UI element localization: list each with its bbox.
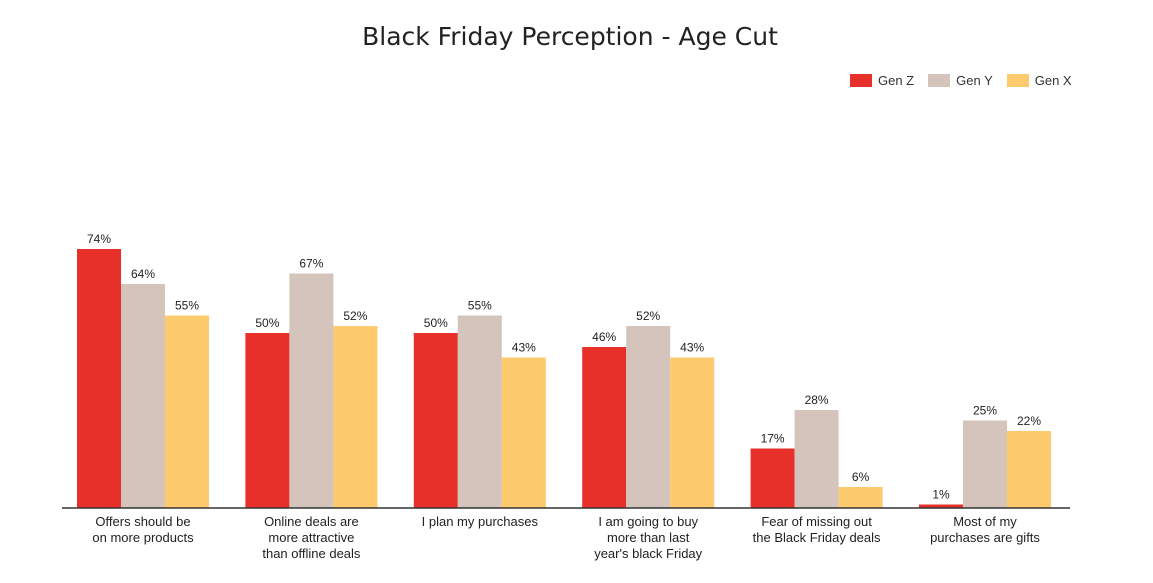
category-label: Most of my <box>953 514 1017 529</box>
bar-gen-x <box>1007 431 1051 508</box>
data-label-gen-y: 67% <box>299 257 323 271</box>
data-label-gen-y: 64% <box>131 267 155 281</box>
category-label: Offers should be <box>95 514 190 529</box>
bar-gen-y <box>289 273 334 508</box>
legend-item-gen-x: Gen X <box>1006 73 1072 88</box>
bar-gen-y <box>794 410 839 508</box>
bar-gen-x <box>670 357 715 508</box>
category-label: than offline deals <box>262 546 361 561</box>
legend-label-gen-y: Gen Y <box>956 73 993 88</box>
legend-item-gen-z: Gen Z <box>850 73 914 88</box>
bar-gen-x <box>501 357 546 508</box>
data-label-gen-x: 52% <box>343 309 367 323</box>
data-label-gen-z: 50% <box>424 316 448 330</box>
data-label-gen-y: 25% <box>973 404 997 418</box>
category-label: on more products <box>92 530 194 545</box>
bar-gen-y <box>457 315 502 508</box>
category-label: Online deals are <box>264 514 359 529</box>
data-label-gen-z: 50% <box>255 316 279 330</box>
data-label-gen-x: 6% <box>852 470 870 484</box>
chart-title: Black Friday Perception - Age Cut <box>362 22 778 51</box>
data-label-gen-x: 55% <box>175 299 199 313</box>
bar-gen-z <box>245 333 290 508</box>
legend-label-gen-z: Gen Z <box>878 73 915 88</box>
legend-item-gen-y: Gen Y <box>928 73 993 88</box>
category-label: more than last <box>607 530 690 545</box>
legend-swatch-gen-z <box>850 74 872 87</box>
category-label: I plan my purchases <box>422 514 539 529</box>
bar-gen-x <box>165 315 209 508</box>
category-label: Fear of missing out <box>761 514 872 529</box>
data-label-gen-z: 46% <box>592 330 616 344</box>
category-label: more attractive <box>268 530 354 545</box>
legend: Gen Z Gen Y Gen X <box>850 73 1072 88</box>
category-label: year's black Friday <box>594 546 702 561</box>
bar-gen-z <box>750 448 795 508</box>
category-label: the Black Friday deals <box>753 530 881 545</box>
bar-gen-x <box>333 326 378 508</box>
data-label-gen-x: 43% <box>512 341 536 355</box>
bar-gen-z <box>919 504 963 508</box>
bar-gen-z <box>77 249 121 508</box>
bar-gen-x <box>838 487 883 508</box>
data-label-gen-y: 55% <box>468 299 492 313</box>
category-label: I am going to buy <box>598 514 698 529</box>
data-label-gen-z: 1% <box>932 488 950 502</box>
data-label-gen-z: 74% <box>87 232 111 246</box>
data-label-gen-x: 22% <box>1017 414 1041 428</box>
legend-label-gen-x: Gen X <box>1034 73 1072 88</box>
bar-gen-z <box>582 347 627 508</box>
bar-gen-y <box>626 326 671 508</box>
data-label-gen-y: 28% <box>805 393 829 407</box>
bar-gen-y <box>963 420 1007 508</box>
data-label-gen-y: 52% <box>636 309 660 323</box>
bar-gen-y <box>121 284 165 508</box>
legend-swatch-gen-y <box>928 74 951 87</box>
data-label-gen-x: 43% <box>680 341 704 355</box>
category-label: purchases are gifts <box>930 530 1040 545</box>
bar-gen-z <box>413 333 458 508</box>
legend-swatch-gen-x <box>1006 74 1029 87</box>
data-label-gen-z: 17% <box>761 432 785 446</box>
